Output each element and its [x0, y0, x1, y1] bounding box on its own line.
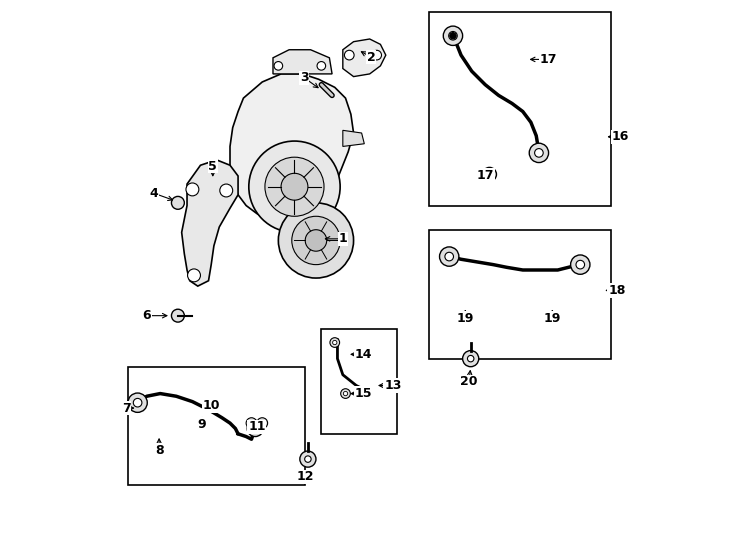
Circle shape	[249, 141, 340, 232]
Text: 7: 7	[122, 402, 131, 415]
Circle shape	[172, 309, 184, 322]
Text: 3: 3	[299, 71, 308, 84]
Text: 19: 19	[544, 312, 561, 325]
Text: 13: 13	[384, 379, 401, 392]
Text: 10: 10	[203, 399, 220, 412]
Polygon shape	[343, 39, 386, 77]
Circle shape	[246, 418, 257, 428]
Text: 16: 16	[612, 130, 629, 143]
Circle shape	[188, 269, 200, 282]
Circle shape	[576, 260, 584, 269]
Polygon shape	[273, 50, 332, 74]
Circle shape	[487, 172, 493, 177]
Circle shape	[292, 217, 340, 265]
Bar	[128, 367, 305, 485]
Circle shape	[462, 350, 479, 367]
Circle shape	[281, 173, 308, 200]
Circle shape	[305, 230, 327, 251]
Circle shape	[305, 456, 311, 462]
Circle shape	[265, 157, 324, 217]
Circle shape	[278, 203, 354, 278]
Text: 18: 18	[608, 284, 625, 297]
Circle shape	[344, 50, 354, 60]
Circle shape	[219, 184, 233, 197]
Circle shape	[186, 183, 199, 196]
Text: 4: 4	[149, 187, 158, 200]
Circle shape	[333, 340, 337, 345]
Polygon shape	[181, 160, 238, 286]
Bar	[429, 12, 611, 206]
Circle shape	[570, 255, 590, 274]
Text: 12: 12	[297, 470, 314, 483]
Polygon shape	[230, 74, 354, 221]
Text: 9: 9	[197, 417, 206, 431]
Circle shape	[250, 421, 254, 426]
Text: 8: 8	[155, 444, 164, 457]
Circle shape	[274, 62, 283, 70]
Circle shape	[341, 389, 350, 399]
Text: 11: 11	[248, 420, 266, 434]
Text: 19: 19	[457, 312, 474, 325]
Bar	[321, 329, 396, 434]
Circle shape	[450, 32, 456, 39]
Circle shape	[468, 355, 474, 362]
Text: 15: 15	[355, 387, 372, 400]
Circle shape	[372, 50, 382, 60]
Text: 2: 2	[367, 51, 376, 64]
Circle shape	[443, 26, 462, 45]
Circle shape	[534, 148, 543, 157]
Circle shape	[440, 247, 459, 266]
Bar	[429, 230, 611, 359]
Text: 17: 17	[476, 169, 494, 182]
Circle shape	[300, 451, 316, 467]
Circle shape	[529, 143, 548, 163]
Text: 1: 1	[338, 232, 347, 245]
Text: 17: 17	[539, 53, 557, 66]
Text: 14: 14	[355, 348, 372, 361]
Circle shape	[445, 252, 454, 261]
Circle shape	[448, 31, 457, 40]
Circle shape	[128, 393, 148, 413]
Circle shape	[172, 197, 184, 210]
Circle shape	[317, 62, 326, 70]
Circle shape	[344, 392, 348, 396]
Circle shape	[247, 421, 264, 436]
Polygon shape	[343, 130, 364, 146]
Text: 20: 20	[460, 375, 478, 388]
Text: 6: 6	[142, 309, 151, 322]
Circle shape	[257, 418, 268, 428]
Circle shape	[330, 338, 340, 347]
Circle shape	[260, 421, 264, 426]
Circle shape	[482, 167, 496, 181]
Circle shape	[134, 399, 142, 407]
Text: 5: 5	[208, 160, 217, 173]
